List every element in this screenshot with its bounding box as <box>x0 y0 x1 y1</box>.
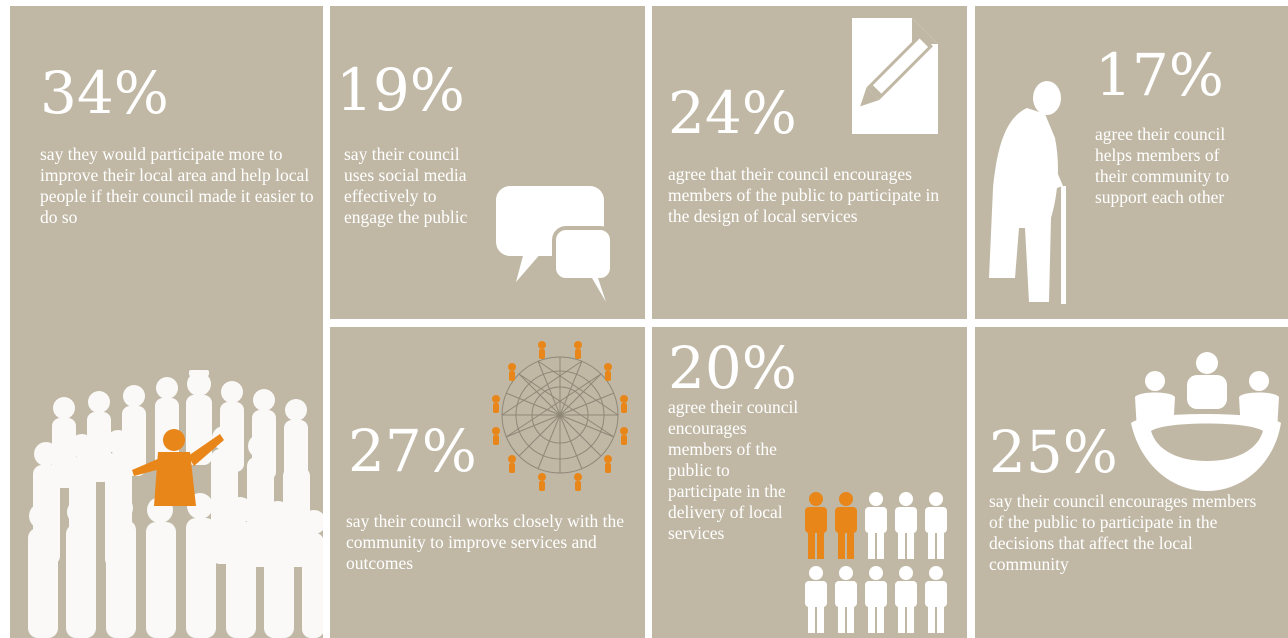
stat-description: agree their council helps members of the… <box>1095 124 1230 207</box>
stat-percent: 25% <box>989 418 1118 486</box>
network-circle-icon <box>490 335 630 495</box>
stat-description: say their council encourages members of … <box>989 491 1257 574</box>
stat-description: agree that their council encourages memb… <box>668 164 940 226</box>
stat-percent: 20% <box>668 334 797 402</box>
stat-tile-community-support: 17% agree their council helps members of… <box>975 6 1288 319</box>
crowd-icon <box>24 366 323 638</box>
stat-description: say their council uses social media effe… <box>344 144 468 227</box>
stat-tile-participate-more: 34% say they would participate more to i… <box>10 6 323 638</box>
stat-tile-works-closely: 27% say their council works closely with… <box>330 327 645 638</box>
stat-percent: 24% <box>668 79 797 147</box>
stat-tile-delivery-services: 20% agree their council encourages membe… <box>652 327 967 638</box>
document-pencil-icon <box>842 16 942 136</box>
stat-percent: 17% <box>1095 41 1224 109</box>
stat-description: say their council works closely with the… <box>346 511 624 573</box>
stat-description: agree their council encourages members o… <box>668 397 799 543</box>
stat-percent: 19% <box>336 56 465 124</box>
speech-bubbles-icon <box>494 184 614 304</box>
stat-percent: 34% <box>40 59 169 127</box>
stat-percent: 27% <box>348 417 477 485</box>
stat-tile-design-services: 24% agree that their council encourages … <box>652 6 967 319</box>
people-grid-icon <box>802 491 952 637</box>
stat-description: say they would participate more to impro… <box>40 144 314 227</box>
elderly-person-icon <box>985 78 1085 308</box>
meeting-table-icon <box>1125 351 1285 501</box>
stat-tile-decisions: 25% say their council encourages members… <box>975 327 1288 638</box>
stat-tile-social-media: 19% say their council uses social media … <box>330 6 645 319</box>
